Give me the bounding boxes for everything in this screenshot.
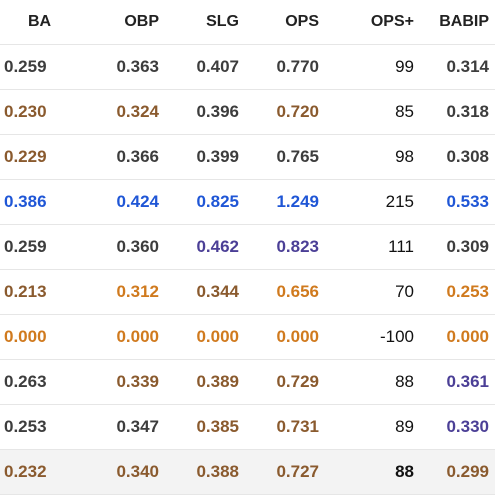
table-row: 0.230 0.324 0.396 0.720 85 0.318 [0, 89, 495, 135]
cell-babip: 0.318 [420, 89, 495, 135]
cell-obp: 0.363 [80, 44, 165, 90]
cell-slg: 0.388 [165, 449, 245, 495]
cell-ba: 0.259 [0, 224, 80, 270]
cell-ba: 0.230 [0, 89, 80, 135]
cell-ops: 0.765 [245, 134, 325, 180]
cell-slg: 0.399 [165, 134, 245, 180]
cell-slg: 0.396 [165, 89, 245, 135]
cell-slg: 0.407 [165, 44, 245, 90]
cell-babip: 0.361 [420, 359, 495, 405]
table-row: 0.000 0.000 0.000 0.000 -100 0.000 [0, 314, 495, 360]
cell-ba: 0.253 [0, 404, 80, 450]
cell-ops-plus: 215 [325, 179, 420, 225]
cell-ops: 0.000 [245, 314, 325, 360]
cell-ops-plus: 99 [325, 44, 420, 90]
cell-ba: 0.386 [0, 179, 80, 225]
cell-ops-plus: 98 [325, 134, 420, 180]
cell-ops-plus: 88 [325, 449, 420, 495]
totals-row: 0.232 0.340 0.388 0.727 88 0.299 [0, 449, 495, 495]
cell-obp: 0.324 [80, 89, 165, 135]
cell-ops-plus: 70 [325, 269, 420, 315]
cell-obp: 0.360 [80, 224, 165, 270]
table-row: 0.213 0.312 0.344 0.656 70 0.253 [0, 269, 495, 315]
header-ops[interactable]: OPS [245, 0, 325, 45]
header-slg[interactable]: SLG [165, 0, 245, 45]
cell-obp: 0.366 [80, 134, 165, 180]
cell-ba: 0.232 [0, 449, 80, 495]
cell-ops-plus: 85 [325, 89, 420, 135]
table-row: 0.253 0.347 0.385 0.731 89 0.330 [0, 404, 495, 450]
cell-ops: 0.729 [245, 359, 325, 405]
cell-babip: 0.308 [420, 134, 495, 180]
cell-slg: 0.389 [165, 359, 245, 405]
cell-ops: 0.731 [245, 404, 325, 450]
cell-ba: 0.263 [0, 359, 80, 405]
cell-babip: 0.330 [420, 404, 495, 450]
cell-babip: 0.309 [420, 224, 495, 270]
cell-babip: 0.253 [420, 269, 495, 315]
header-obp[interactable]: OBP [80, 0, 165, 45]
cell-ops-plus: 88 [325, 359, 420, 405]
cell-obp: 0.000 [80, 314, 165, 360]
cell-ops: 0.656 [245, 269, 325, 315]
cell-ops-plus: 89 [325, 404, 420, 450]
cell-slg: 0.385 [165, 404, 245, 450]
table-row: 0.259 0.360 0.462 0.823 111 0.309 [0, 224, 495, 270]
cell-ops: 0.727 [245, 449, 325, 495]
cell-babip: 0.314 [420, 44, 495, 90]
table-row: 0.386 0.424 0.825 1.249 215 0.533 [0, 179, 495, 225]
cell-ops: 1.249 [245, 179, 325, 225]
cell-obp: 0.339 [80, 359, 165, 405]
cell-ops-plus: 111 [325, 224, 420, 270]
cell-slg: 0.000 [165, 314, 245, 360]
cell-slg: 0.462 [165, 224, 245, 270]
table-row: 0.259 0.363 0.407 0.770 99 0.314 [0, 44, 495, 90]
cell-obp: 0.312 [80, 269, 165, 315]
cell-ba: 0.000 [0, 314, 80, 360]
cell-ba: 0.213 [0, 269, 80, 315]
cell-ops: 0.720 [245, 89, 325, 135]
cell-babip: 0.533 [420, 179, 495, 225]
cell-ops-plus: -100 [325, 314, 420, 360]
header-babip[interactable]: BABIP [420, 0, 495, 45]
cell-babip: 0.299 [420, 449, 495, 495]
cell-ops: 0.770 [245, 44, 325, 90]
cell-ops: 0.823 [245, 224, 325, 270]
cell-obp: 0.347 [80, 404, 165, 450]
header-row: BA OBP SLG OPS OPS+ BABIP [0, 0, 495, 45]
cell-slg: 0.825 [165, 179, 245, 225]
cell-ba: 0.229 [0, 134, 80, 180]
cell-ba: 0.259 [0, 44, 80, 90]
cell-obp: 0.340 [80, 449, 165, 495]
header-ba[interactable]: BA [0, 0, 80, 45]
table-row: 0.229 0.366 0.399 0.765 98 0.308 [0, 134, 495, 180]
header-ops-plus[interactable]: OPS+ [325, 0, 420, 45]
table-row: 0.263 0.339 0.389 0.729 88 0.361 [0, 359, 495, 405]
cell-obp: 0.424 [80, 179, 165, 225]
cell-babip: 0.000 [420, 314, 495, 360]
cell-slg: 0.344 [165, 269, 245, 315]
